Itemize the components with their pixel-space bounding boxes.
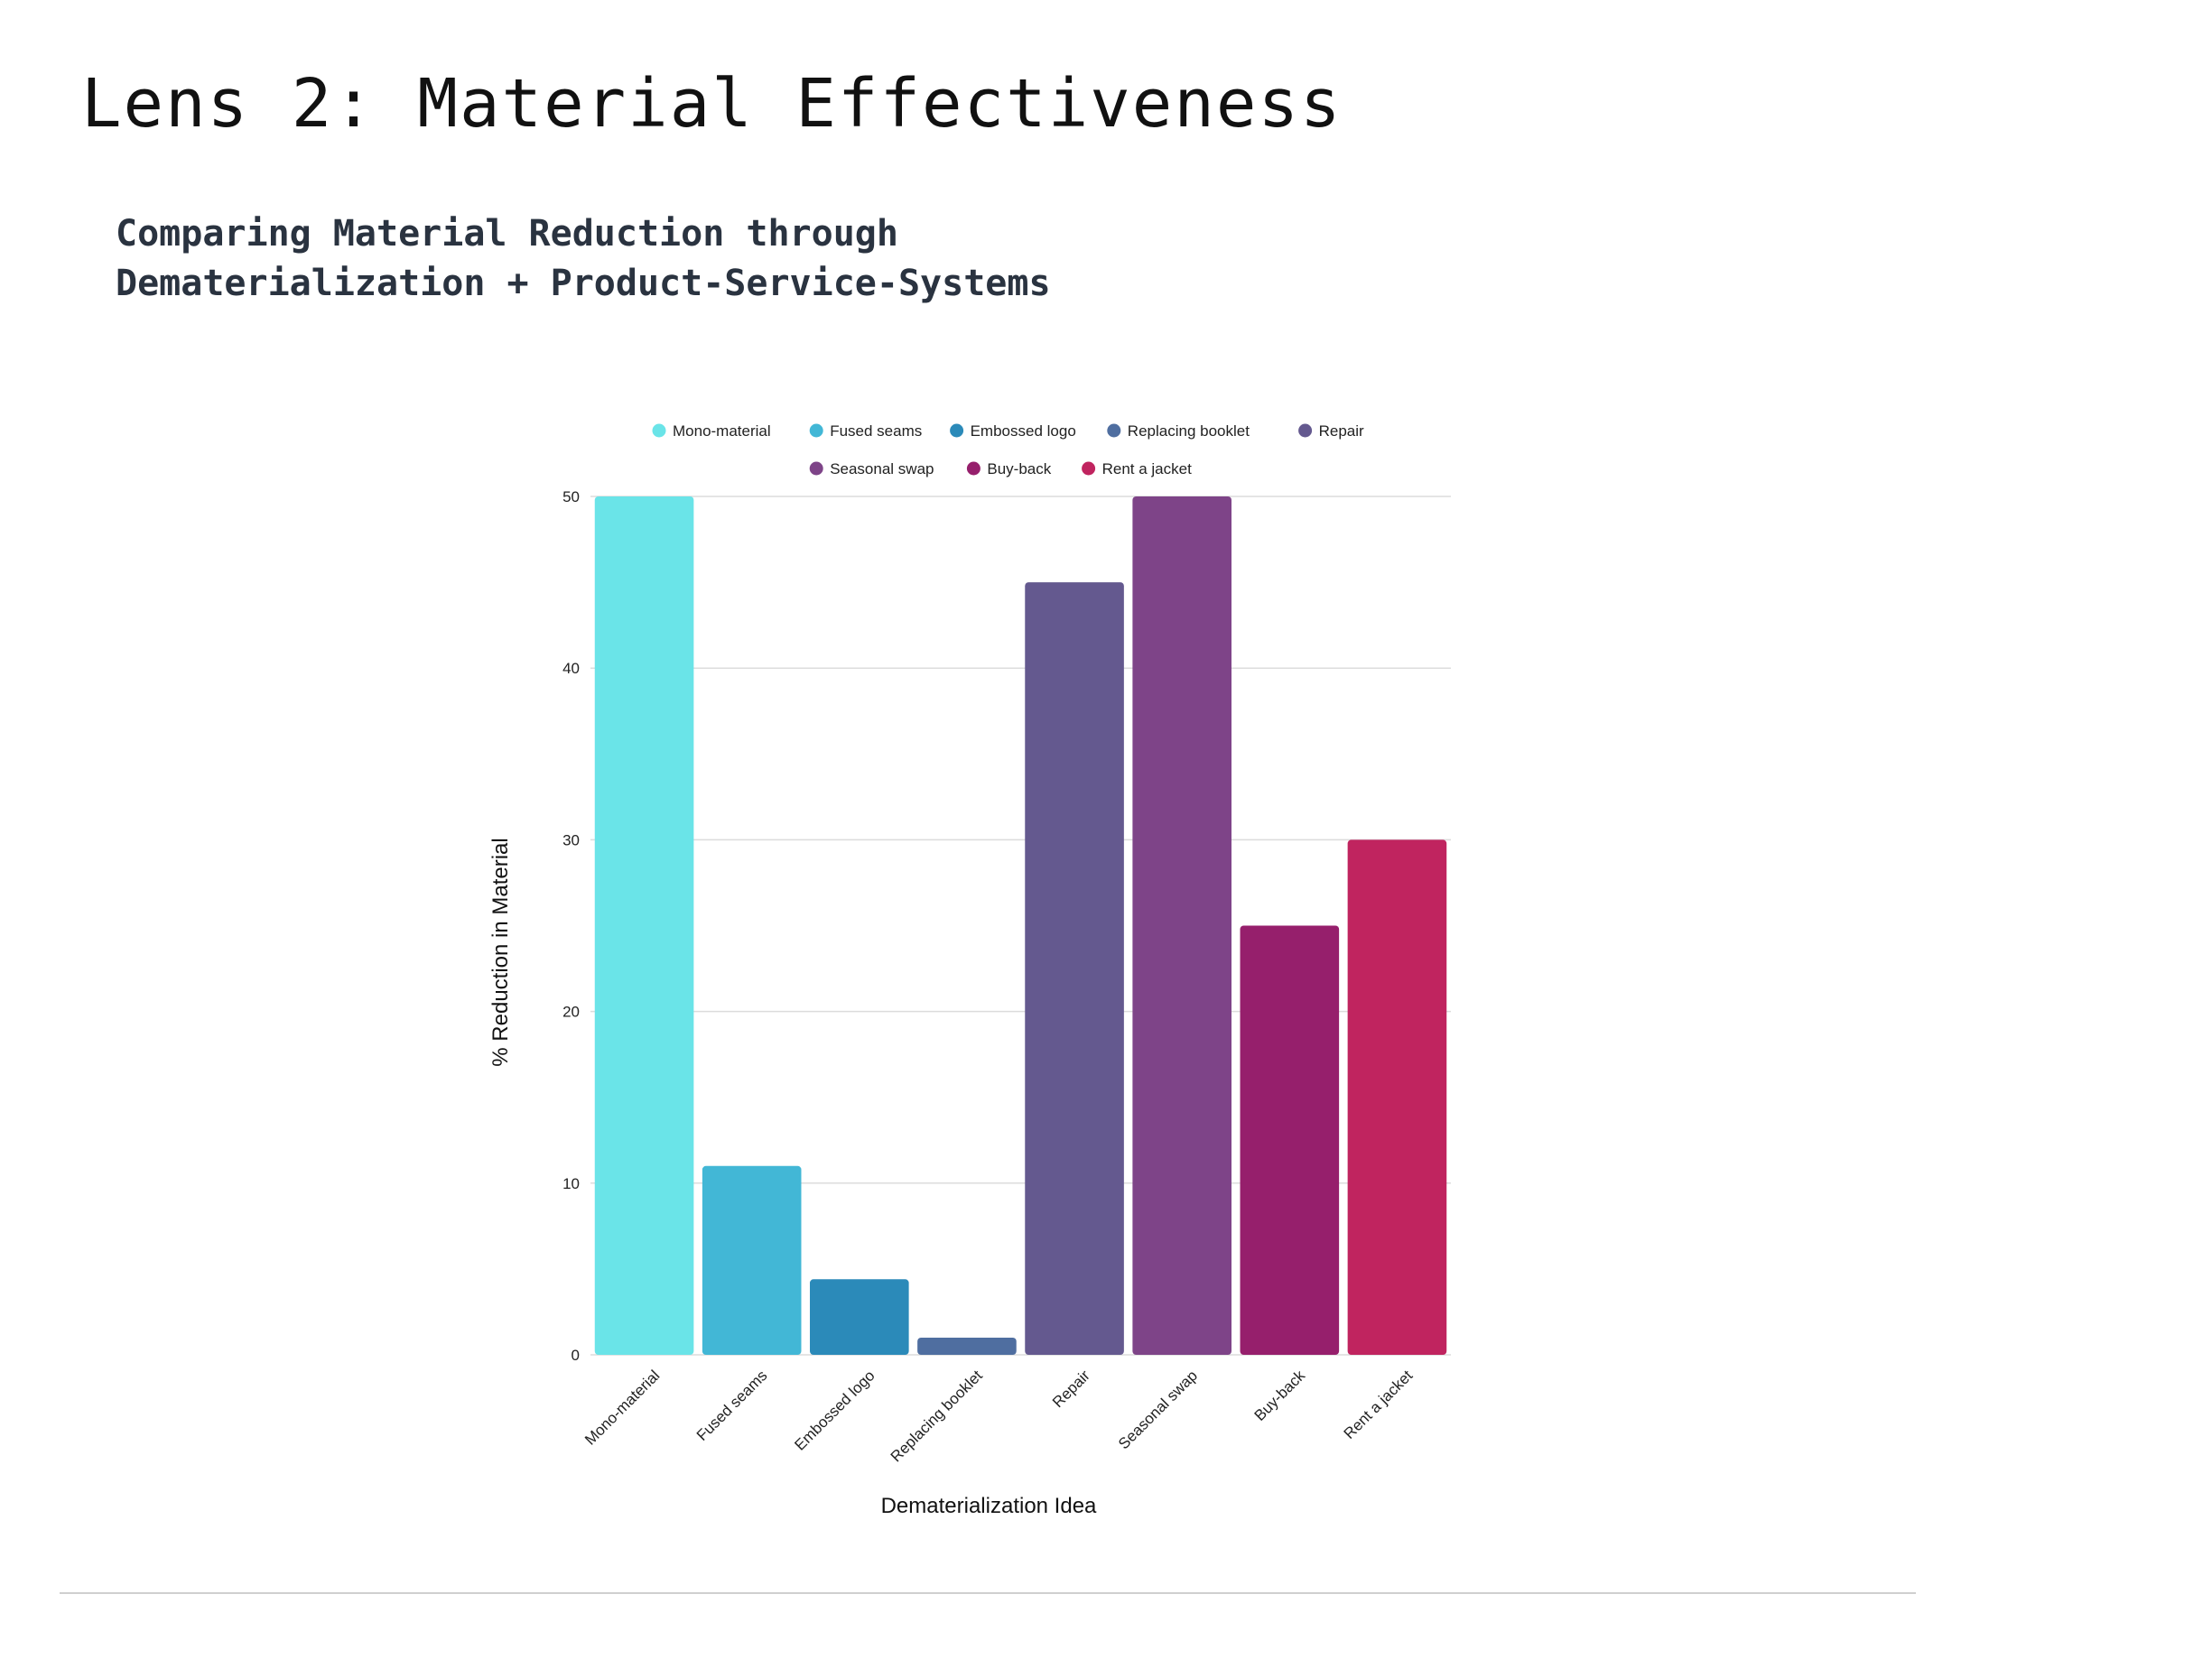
x-tick-label: Replacing booklet [888, 1367, 986, 1465]
x-tick-label: Mono-material [581, 1367, 663, 1448]
legend-swatch [1107, 423, 1121, 438]
x-axis-label: Dematerialization Idea [881, 1494, 1097, 1518]
x-tick-label: Fused seams [693, 1367, 771, 1444]
bar-rent-a-jacket[interactable] [1347, 839, 1447, 1355]
legend-swatch [652, 423, 666, 438]
x-tick-label: Embossed logo [791, 1367, 878, 1453]
legend-entry[interactable]: Repair [1319, 422, 1364, 440]
y-tick-label: 40 [562, 660, 580, 677]
legend-swatch [966, 461, 981, 476]
y-axis-label: % Reduction in Material [488, 838, 513, 1066]
bar-seasonal-swap[interactable] [1132, 496, 1231, 1355]
x-axis-ticks: Mono-material Fused seams Embossed logo Rep… [581, 1367, 1416, 1465]
slide-subtitle-line-2: Dematerialization + Product-Service-Syst… [116, 263, 1051, 304]
bar-fused-seams[interactable] [702, 1165, 802, 1355]
legend-entry[interactable]: Buy-back [987, 460, 1051, 477]
bar-embossed-logo[interactable] [810, 1279, 909, 1355]
legend-entry[interactable]: Replacing booklet [1128, 422, 1250, 440]
x-tick-label: Repair [1049, 1367, 1093, 1411]
y-tick-label: 0 [572, 1347, 580, 1364]
y-tick-label: 30 [562, 831, 580, 848]
y-tick-label: 50 [562, 488, 580, 505]
legend-entry[interactable]: Fused seams [830, 422, 922, 440]
chart-bars [594, 496, 1447, 1356]
bar-mono-material[interactable] [594, 496, 694, 1355]
chart-legend: Mono-material Fused seams Embossed logo Rep… [652, 422, 1364, 477]
x-tick-label: Seasonal swap [1115, 1367, 1201, 1452]
bar-repair[interactable] [1025, 582, 1124, 1355]
legend-entry[interactable]: Embossed logo [971, 422, 1076, 440]
x-tick-label: Buy-back [1251, 1367, 1309, 1424]
slide-title: Lens 2: Material Effectiveness [81, 65, 1343, 143]
y-tick-label: 10 [562, 1175, 580, 1192]
legend-entry[interactable]: Seasonal swap [830, 460, 934, 477]
legend-swatch [809, 461, 823, 476]
legend-swatch [809, 423, 823, 438]
legend-swatch [950, 423, 964, 438]
slide-subtitle-line-1: Comparing Material Reduction through [116, 213, 898, 255]
y-axis-ticks: 0 10 20 30 40 50 [562, 488, 580, 1364]
slide-subtitle: Comparing Material Reduction through Dem… [116, 209, 1051, 309]
legend-entry[interactable]: Rent a jacket [1102, 460, 1192, 477]
footer-divider [60, 1592, 1916, 1594]
x-tick-label: Rent a jacket [1341, 1367, 1417, 1442]
legend-swatch [1298, 423, 1313, 438]
bar-replacing-booklet[interactable] [917, 1337, 1017, 1355]
legend-entry[interactable]: Mono-material [673, 422, 771, 440]
y-tick-label: 20 [562, 1004, 580, 1021]
bar-buy-back[interactable] [1240, 925, 1340, 1356]
legend-swatch [1082, 461, 1096, 476]
